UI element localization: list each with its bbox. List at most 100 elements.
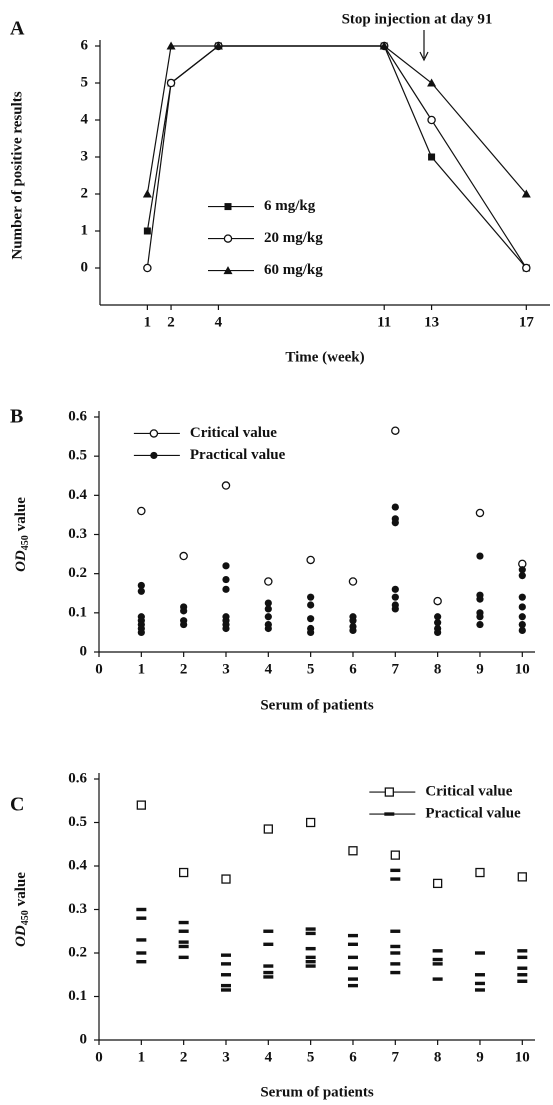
- marker: [390, 970, 401, 975]
- marker: [220, 983, 231, 988]
- marker: [518, 603, 526, 611]
- x-tick-label: 1: [138, 661, 146, 677]
- x-tick-label: 2: [180, 661, 188, 677]
- y-axis-label: Number of positive results: [9, 91, 25, 259]
- x-tick-label: 5: [307, 661, 315, 677]
- y-tick-label: 0.5: [68, 814, 87, 830]
- x-tick-label: 3: [222, 661, 230, 677]
- y-label-subscript: 450: [20, 910, 31, 925]
- marker: [427, 115, 436, 125]
- legend-item: Critical value: [133, 425, 277, 441]
- marker: [391, 519, 399, 527]
- marker: [263, 970, 274, 975]
- x-tick-label: 3: [222, 1049, 230, 1065]
- marker: [433, 596, 442, 606]
- marker: [307, 593, 315, 601]
- x-tick-label: 6: [349, 1049, 357, 1065]
- x-axis-label: Time (week): [285, 349, 364, 365]
- marker: [390, 877, 401, 881]
- marker: [517, 979, 528, 983]
- marker: [476, 552, 484, 560]
- marker: [178, 929, 189, 933]
- legend-label: Practical value: [190, 447, 286, 463]
- legend-item: Practical value: [133, 447, 286, 463]
- marker: [391, 426, 400, 435]
- marker: [305, 946, 316, 951]
- marker: [349, 626, 357, 635]
- marker: [432, 949, 443, 953]
- marker: [517, 949, 528, 953]
- marker: [179, 551, 188, 561]
- x-tick-label: 2: [180, 1049, 188, 1065]
- marker: [306, 555, 315, 565]
- marker: [222, 575, 230, 584]
- marker: [264, 605, 272, 613]
- legend-item: 60 mg/kg: [208, 262, 323, 278]
- marker: [391, 585, 399, 593]
- x-axis-label: Serum of patients: [260, 697, 373, 713]
- marker: [476, 595, 484, 603]
- x-tick-label: 4: [265, 1049, 273, 1065]
- marker: [391, 503, 399, 511]
- marker: [347, 933, 358, 938]
- marker: [349, 617, 357, 625]
- y-tick-label: 0.4: [68, 487, 87, 503]
- marker: [474, 988, 485, 992]
- x-tick-label: 6: [349, 661, 357, 677]
- x-tick-label: 7: [392, 661, 400, 677]
- y-tick-label: 1: [81, 222, 89, 238]
- legend-label: Practical value: [425, 805, 521, 821]
- y-tick-label: 0.6: [68, 408, 87, 424]
- legend-item: 6 mg/kg: [208, 198, 316, 214]
- marker: [348, 577, 358, 586]
- x-tick-label: 1: [138, 1049, 146, 1065]
- marker: [476, 620, 484, 629]
- x-tick-label: 4: [215, 314, 223, 330]
- legend-label: 6 mg/kg: [264, 198, 316, 214]
- marker: [136, 907, 147, 912]
- y-label-italic: OD: [13, 550, 29, 572]
- series-line: [146, 45, 527, 269]
- marker: [390, 951, 401, 955]
- marker: [263, 964, 274, 968]
- marker: [384, 787, 394, 797]
- marker: [434, 613, 442, 621]
- legend-item: Practical value: [369, 805, 521, 821]
- y-tick-label: 0.2: [68, 944, 87, 960]
- x-tick-label: 8: [434, 661, 442, 677]
- marker: [518, 620, 526, 629]
- legend-item: 20 mg/kg: [208, 230, 323, 246]
- marker: [150, 451, 158, 460]
- marker: [517, 872, 527, 882]
- marker: [220, 988, 231, 992]
- marker: [143, 263, 152, 273]
- legend-label: Critical value: [425, 783, 512, 799]
- legend-label: 60 mg/kg: [264, 262, 323, 278]
- marker: [379, 41, 389, 50]
- marker: [220, 953, 231, 957]
- marker: [306, 817, 316, 828]
- x-tick-label: 8: [434, 1049, 442, 1065]
- marker: [347, 955, 358, 960]
- marker: [224, 203, 232, 211]
- y-tick-label: 4: [81, 111, 89, 127]
- marker: [348, 846, 358, 856]
- x-tick-label: 9: [476, 1049, 484, 1065]
- marker: [180, 620, 188, 629]
- marker: [390, 868, 401, 873]
- marker: [390, 929, 401, 933]
- x-axis-label: Serum of patients: [260, 1084, 373, 1100]
- marker: [384, 812, 395, 816]
- marker: [307, 628, 315, 637]
- x-tick-label: 17: [519, 314, 535, 330]
- x-tick-label: 10: [515, 1049, 530, 1065]
- marker: [347, 983, 358, 988]
- marker: [432, 878, 443, 889]
- y-axis-label: OD450 value: [13, 872, 31, 947]
- marker: [136, 916, 147, 920]
- marker: [427, 78, 437, 87]
- legend-label: Critical value: [190, 425, 277, 441]
- marker: [179, 867, 189, 878]
